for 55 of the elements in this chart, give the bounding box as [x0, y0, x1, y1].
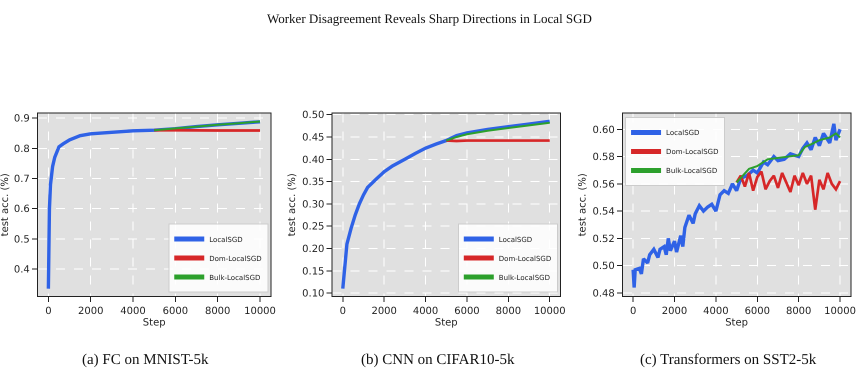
x-tick-label: 2000 [371, 306, 397, 318]
text: (a) FC on MNIST-5k [82, 352, 210, 368]
line-series [341, 120, 552, 290]
y-tick-label: 0.10 [302, 288, 324, 300]
y-tick-label: 0.8 [14, 144, 30, 155]
x-axis-title: Step [725, 318, 748, 329]
text: Worker Disagreement Reveals Sharp Directions in Local SGD [267, 11, 592, 26]
y-tick-label: 0.40 [302, 154, 324, 166]
line-series [153, 120, 262, 132]
x-tick-label: 10000 [244, 306, 276, 318]
y-tick-label: 0.50 [592, 261, 615, 272]
x-tick-label: 8000 [204, 306, 230, 318]
y-axis-title: test acc. (%) [578, 173, 589, 236]
text: (b) CNN on CIFAR10-5k [361, 352, 515, 368]
y-tick-label: 0.50 [302, 110, 324, 122]
y-tick-label: 0.52 [592, 234, 615, 245]
line-series [736, 132, 842, 184]
y-tick-label: 0.60 [592, 124, 615, 136]
y-tick-label: 0.56 [592, 179, 615, 190]
x-axis-title: Step [142, 318, 166, 329]
x-tick-label: 0 [630, 306, 636, 318]
y-tick-label: 0.5 [14, 234, 30, 246]
x-tick-label: 4000 [412, 306, 438, 318]
y-tick-label: 0.35 [302, 177, 324, 188]
y-tick-label: 0.15 [302, 266, 324, 278]
y-tick-label: 0.58 [592, 152, 615, 164]
x-tick-label: 8000 [786, 306, 812, 318]
x-tick-label: 4000 [120, 306, 146, 318]
y-tick-label: 0.20 [302, 244, 324, 255]
x-tick-label: 6000 [454, 306, 480, 318]
x-tick-label: 10000 [824, 306, 856, 318]
y-axis-title: test acc. (%) [0, 173, 11, 236]
y-tick-label: 0.54 [592, 206, 615, 218]
x-tick-label: 10000 [534, 306, 566, 318]
y-tick-label: 0.6 [14, 204, 30, 216]
x-tick-label: 0 [340, 306, 346, 318]
y-tick-label: 0.30 [302, 199, 324, 210]
x-tick-label: 6000 [744, 306, 770, 318]
x-tick-label: 2000 [78, 306, 104, 318]
x-tick-label: 8000 [496, 306, 522, 318]
y-tick-label: 0.45 [302, 132, 324, 144]
line-series [735, 170, 842, 212]
text: (c) Transformers on SST2-5k [640, 352, 817, 368]
y-tick-label: 0.4 [14, 264, 30, 276]
x-tick-label: 0 [45, 306, 52, 318]
y-tick-label: 0.25 [302, 222, 324, 233]
x-tick-label: 6000 [162, 306, 188, 318]
x-tick-label: 2000 [662, 306, 688, 318]
y-axis-title: test acc. (%) [287, 173, 298, 236]
x-axis-title: Step [434, 318, 458, 329]
y-tick-label: 0.9 [14, 114, 30, 125]
x-tick-label: 4000 [703, 306, 729, 318]
y-tick-label: 0.7 [14, 174, 30, 186]
y-tick-label: 0.48 [592, 288, 615, 300]
line-series [445, 122, 551, 142]
